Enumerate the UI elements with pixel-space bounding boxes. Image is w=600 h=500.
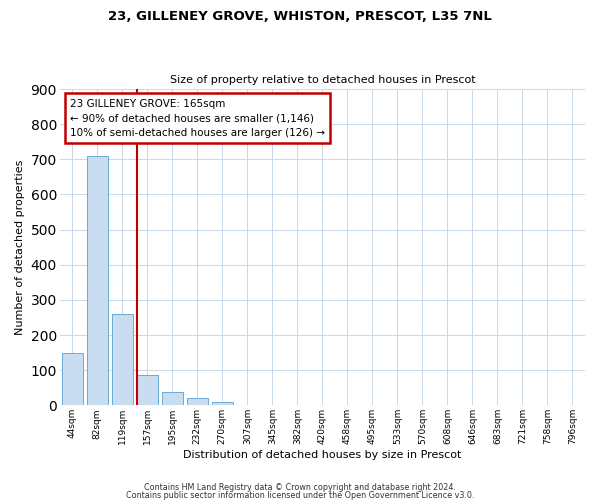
Text: 23 GILLENEY GROVE: 165sqm
← 90% of detached houses are smaller (1,146)
10% of se: 23 GILLENEY GROVE: 165sqm ← 90% of detac… [70, 98, 325, 138]
Text: 23, GILLENEY GROVE, WHISTON, PRESCOT, L35 7NL: 23, GILLENEY GROVE, WHISTON, PRESCOT, L3… [108, 10, 492, 23]
Text: Contains public sector information licensed under the Open Government Licence v3: Contains public sector information licen… [126, 490, 474, 500]
Bar [212, 402, 233, 406]
Bar [187, 398, 208, 406]
Title: Size of property relative to detached houses in Prescot: Size of property relative to detached ho… [170, 76, 475, 86]
Bar [137, 376, 158, 406]
Bar [112, 314, 133, 406]
Bar [86, 156, 108, 406]
Text: Contains HM Land Registry data © Crown copyright and database right 2024.: Contains HM Land Registry data © Crown c… [144, 484, 456, 492]
X-axis label: Distribution of detached houses by size in Prescot: Distribution of detached houses by size … [183, 450, 461, 460]
Bar [161, 392, 183, 406]
Y-axis label: Number of detached properties: Number of detached properties [15, 160, 25, 335]
Bar [62, 352, 83, 406]
